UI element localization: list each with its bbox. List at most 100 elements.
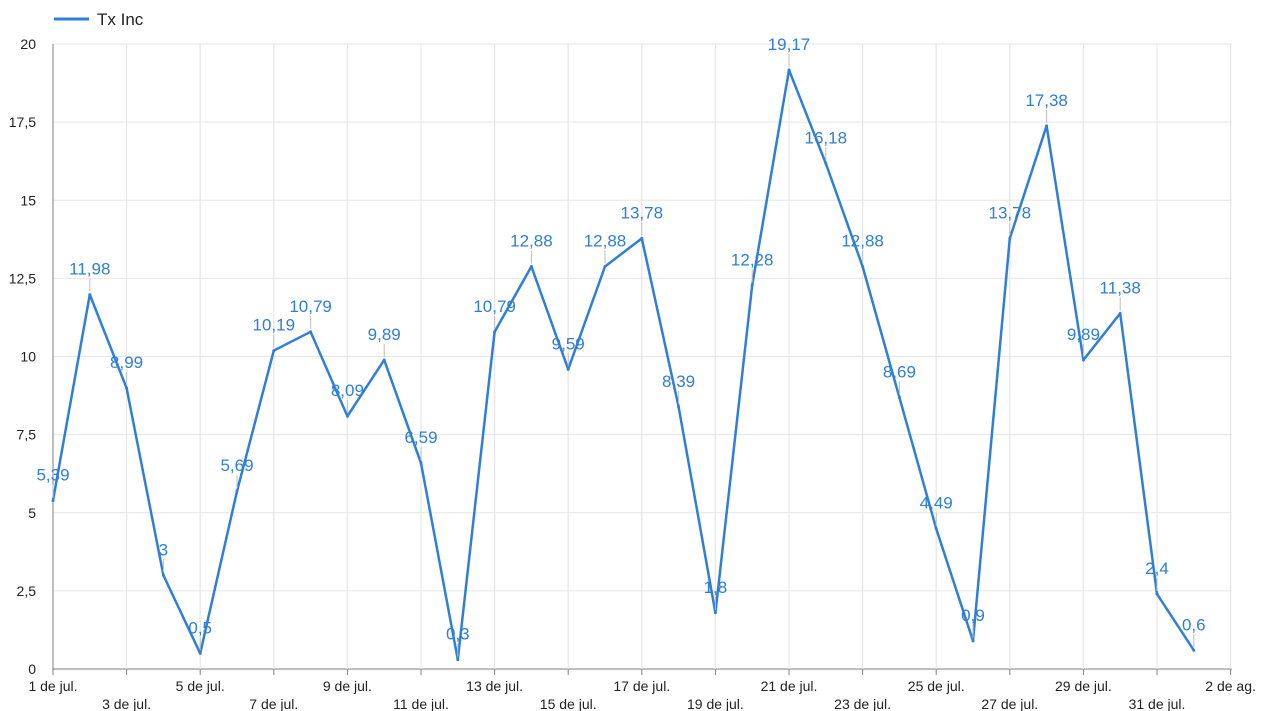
y-tick-label: 12,5 [9,270,36,286]
data-point [1081,358,1085,362]
data-label: 19,17 [768,35,811,54]
legend-label: Tx Inc [97,10,144,29]
y-tick-label: 15 [20,192,36,208]
data-label: 1,8 [704,578,728,597]
data-point [529,265,533,268]
x-tick-label: 17 de jul. [613,678,670,694]
data-point [345,414,349,418]
x-tick-label: 2 de ag. [1205,678,1256,694]
data-point [713,611,717,615]
data-label: 9,59 [552,334,585,353]
data-labels: 5,3911,988,9930,55,6910,1910,798,099,896… [36,35,1206,657]
data-point [787,68,791,72]
data-point [88,293,92,297]
data-point [861,265,865,268]
data-label: 4,49 [920,494,953,513]
data-point [1192,648,1196,652]
data-label: 12,88 [841,232,884,251]
data-point [198,651,202,655]
data-label: 5,39 [36,466,69,485]
x-tick-label: 1 de jul. [28,678,77,694]
legend: Tx Inc [54,10,144,29]
data-label: 0,3 [446,625,470,644]
data-label: 10,19 [253,316,296,335]
x-tick-label: 27 de jul. [981,696,1038,711]
data-label: 8,09 [331,381,364,400]
data-label: 5,69 [220,456,253,475]
x-tick-label: 19 de jul. [687,696,744,711]
y-tick-label: 10 [20,349,36,365]
data-point [493,330,497,334]
y-tick-label: 2,5 [17,583,37,599]
data-point [750,283,754,287]
series-layer [51,68,1196,662]
data-label: 10,79 [473,297,516,316]
data-label: 2,4 [1145,559,1169,578]
x-tick-label: 15 de jul. [540,696,597,711]
data-label: 12,88 [510,232,553,251]
data-point [125,386,129,390]
data-label: 12,88 [584,232,627,251]
x-tick-label: 5 de jul. [176,678,225,694]
grid [53,43,1232,670]
y-tick-label: 5 [28,505,36,521]
data-label: 11,38 [1100,278,1141,297]
x-tick-label: 11 de jul. [393,696,449,711]
data-label: 8,69 [883,362,916,381]
data-point [419,461,423,465]
data-point [51,499,55,503]
data-label: 17,38 [1025,91,1068,110]
data-label: 13,78 [621,203,664,222]
data-label: 6,59 [404,428,437,447]
data-point [640,236,644,240]
data-label: 3 [159,540,168,559]
x-tick-label: 25 de jul. [908,678,965,694]
data-point [382,358,386,362]
data-point [824,161,828,165]
data-point [1155,592,1159,596]
data-label: 9,89 [368,325,401,344]
x-tick-label: 7 de jul. [249,696,298,711]
data-label: 9,89 [1067,325,1100,344]
data-point [677,405,681,409]
data-point [456,658,460,662]
series-line [51,68,1196,661]
data-label: 0,6 [1182,615,1206,634]
x-tick-label: 23 de jul. [834,696,891,711]
x-tick-label: 31 de jul. [1129,696,1186,711]
data-label: 11,98 [69,260,110,279]
y-tick-label: 0 [28,661,36,677]
data-label: 10,79 [289,297,332,316]
data-label: 0,9 [961,606,985,625]
data-label: 8,39 [662,372,695,391]
data-point [1008,236,1012,240]
data-point [1045,124,1049,128]
x-tick-label: 3 de jul. [102,696,151,711]
data-point [897,395,901,399]
data-label: 8,99 [110,353,143,372]
data-point [1118,311,1122,315]
data-label: 12,28 [731,250,774,269]
data-label: 13,78 [989,203,1032,222]
y-axis-ticks: 0 2,5 5 7,5 10 12,5 15 17,5 20 [9,36,36,677]
data-point [235,489,239,493]
x-tick-label: 13 de jul. [466,678,523,694]
data-point [161,573,165,577]
y-tick-label: 7,5 [17,427,37,443]
x-axis-ticks: 1 de jul. 3 de jul. 5 de jul. 7 de jul. 9 de… [28,669,1256,711]
data-point [934,527,938,531]
data-point [272,349,276,353]
x-tick-label: 9 de jul. [323,678,372,694]
x-tick-label: 21 de jul. [761,678,818,694]
y-tick-label: 20 [20,36,36,52]
data-label: 16,18 [805,128,848,147]
x-tick-label: 29 de jul. [1055,678,1112,694]
data-point [971,639,975,643]
data-point [566,367,570,371]
y-tick-label: 17,5 [9,114,36,130]
data-label: 0,5 [188,618,212,637]
data-point [603,265,607,268]
data-point [309,330,313,334]
